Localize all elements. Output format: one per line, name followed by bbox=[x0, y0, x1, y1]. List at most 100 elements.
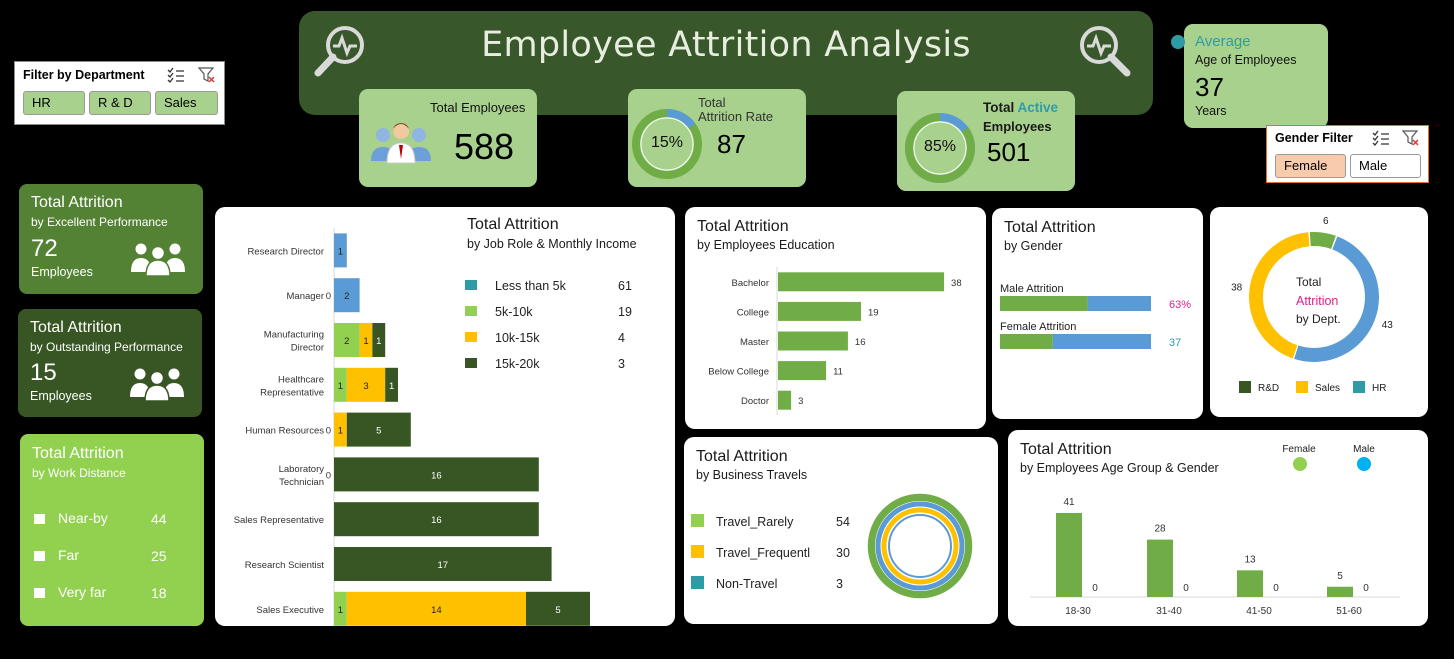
card-title: Total Attrition bbox=[32, 445, 124, 462]
category-label: 51-60 bbox=[1336, 606, 1362, 617]
chart-subtitle: by Job Role & Monthly Income bbox=[467, 237, 637, 251]
bar-value-label: 19 bbox=[868, 307, 879, 318]
chart-title: Total Attrition bbox=[696, 448, 788, 465]
bar bbox=[778, 390, 792, 410]
multi-select-icon[interactable] bbox=[1372, 130, 1390, 146]
center-text: Attrition bbox=[1296, 294, 1338, 308]
bar-value-label: 1 bbox=[338, 426, 343, 437]
card-unit: Employees bbox=[31, 265, 93, 279]
legend-label: Female bbox=[1282, 444, 1316, 455]
bar-segment bbox=[346, 367, 386, 402]
category-label: Technician bbox=[279, 477, 324, 488]
legend-swatch bbox=[1357, 457, 1371, 471]
panel-education: Total Attrition by Employees Education B… bbox=[685, 207, 986, 429]
legend-label: Less than 5k bbox=[495, 279, 567, 293]
legend-swatch bbox=[691, 576, 704, 589]
kpi-total-employees: Total Employees 588 bbox=[359, 89, 537, 187]
bar-segment bbox=[346, 591, 526, 626]
category-label: Manufacturing bbox=[264, 330, 324, 341]
clear-filter-icon[interactable] bbox=[1401, 130, 1420, 147]
kpi-active-percent: 85% bbox=[923, 138, 957, 155]
bar-segment bbox=[1087, 296, 1151, 311]
gender-option-female[interactable]: Female bbox=[1275, 154, 1346, 178]
slice-value-label: 38 bbox=[1231, 283, 1243, 294]
legend-swatch bbox=[1353, 381, 1365, 393]
distance-label: Very far bbox=[58, 584, 107, 600]
category-label: 18-30 bbox=[1065, 606, 1091, 617]
ring bbox=[867, 493, 973, 599]
gender-chart: Male Attrition 63% Female Attrition 37 bbox=[1000, 283, 1191, 349]
distance-label: Near-by bbox=[58, 510, 108, 526]
department-option-hr[interactable]: HR bbox=[23, 91, 85, 115]
bar bbox=[778, 361, 827, 381]
clear-filter-icon[interactable] bbox=[197, 67, 216, 84]
bar-value-label: 2 bbox=[344, 291, 349, 302]
bar-value-label: 14 bbox=[431, 605, 442, 616]
department-option-sales[interactable]: Sales bbox=[155, 91, 218, 115]
distance-label: Far bbox=[58, 547, 79, 563]
center-text: Total bbox=[1296, 275, 1321, 289]
legend-swatch bbox=[465, 332, 477, 342]
category-label: Laboratory bbox=[279, 464, 325, 475]
slice-value-label: 43 bbox=[1382, 320, 1394, 331]
bar-segment bbox=[385, 367, 398, 402]
kpi-attrition-percent: 15% bbox=[650, 134, 684, 151]
chart-subtitle: by Employees Education bbox=[697, 238, 835, 252]
kpi-attrition-label-total: Total bbox=[698, 95, 726, 110]
card-title: Total Attrition bbox=[31, 194, 123, 211]
chart-title: Total Attrition bbox=[697, 218, 789, 235]
category-label: Human Resources bbox=[245, 426, 324, 437]
category-label: Below College bbox=[708, 367, 769, 378]
business-travel-chart: Travel_Rarely 54 Travel_Frequentl 30 Non-Tra… bbox=[691, 493, 973, 599]
kpi-active-employees: Total Active Employees 85% 501 bbox=[897, 91, 1075, 191]
legend-label: HR bbox=[1372, 383, 1386, 394]
card-work-distance: Total Attrition by Work Distance Near-by… bbox=[20, 434, 204, 626]
distance-list: Near-by 44 Far 25 Very far 18 bbox=[34, 510, 194, 621]
distance-value: 25 bbox=[151, 548, 167, 564]
bar-value-label: 17 bbox=[438, 560, 449, 571]
bar-value-label: 1 bbox=[338, 246, 343, 257]
bar bbox=[1147, 539, 1173, 597]
card-value: 15 bbox=[30, 359, 57, 386]
list-item: Very far 18 bbox=[34, 584, 194, 621]
page-title: Employee Attrition Analysis bbox=[481, 25, 971, 65]
chart-title: Total Attrition bbox=[1004, 219, 1096, 236]
ring bbox=[875, 501, 965, 591]
bar-value-label: 1 bbox=[338, 381, 343, 392]
ring bbox=[869, 495, 971, 597]
department-option-rd[interactable]: R & D bbox=[89, 91, 151, 115]
analytics-search-icon bbox=[313, 21, 371, 79]
bar-value-label: 1 bbox=[338, 605, 343, 616]
bullet-square bbox=[34, 514, 45, 524]
chart-subtitle: by Gender bbox=[1004, 239, 1063, 253]
zero-label: 0 bbox=[326, 426, 331, 437]
bar-value-label: 11 bbox=[833, 367, 843, 378]
card-title: Total Attrition bbox=[30, 319, 122, 336]
bar-segment bbox=[1000, 334, 1053, 349]
kpi-active-label-employees: Employees bbox=[983, 119, 1052, 134]
card-value: 72 bbox=[31, 235, 58, 262]
gender-option-male[interactable]: Male bbox=[1350, 154, 1421, 178]
category-label: Research Scientist bbox=[245, 560, 325, 571]
panel-department: 6 43 38 Total Attrition by Dept. R&D Sales HR bbox=[1210, 207, 1428, 417]
analytics-search-icon bbox=[1075, 21, 1133, 79]
bar-segment bbox=[334, 591, 347, 626]
employees-group-icon bbox=[369, 119, 433, 165]
card-unit: Employees bbox=[30, 389, 92, 403]
chart-subtitle: by Business Travels bbox=[696, 468, 808, 482]
bar-segment bbox=[334, 457, 539, 492]
legend-value: 3 bbox=[836, 577, 843, 591]
category-label: 31-40 bbox=[1156, 606, 1182, 617]
zero-label: 0 bbox=[326, 291, 331, 302]
bullet-square bbox=[34, 551, 45, 561]
card-subtitle: by Work Distance bbox=[32, 466, 126, 480]
multi-select-icon[interactable] bbox=[167, 67, 185, 83]
bar-segment bbox=[334, 323, 360, 357]
bar-value-label: 16 bbox=[431, 515, 442, 526]
legend-label: Travel_Rarely bbox=[716, 515, 794, 529]
bar bbox=[778, 272, 945, 292]
category-label: Bachelor bbox=[732, 278, 770, 289]
bar-value-label: 5 bbox=[555, 605, 560, 616]
center-text: by Dept. bbox=[1296, 312, 1341, 326]
